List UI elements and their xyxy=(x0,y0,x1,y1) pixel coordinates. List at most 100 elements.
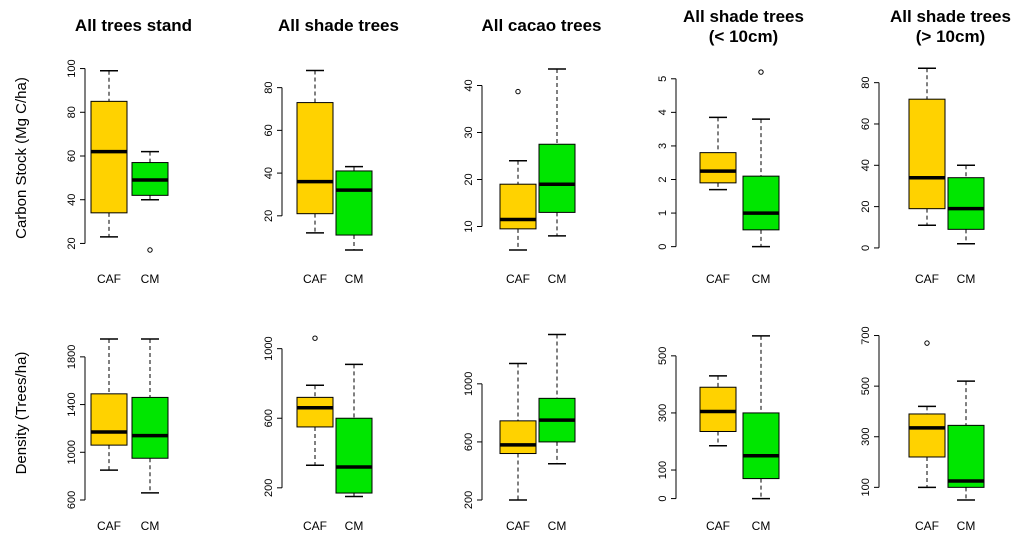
panel-title-line: All shade trees xyxy=(890,7,1011,26)
category-label-cm: CM xyxy=(752,272,771,286)
box-iqr xyxy=(90,100,128,214)
category-label-caf: CAF xyxy=(506,272,530,286)
y-tick-label: 60 xyxy=(263,124,275,136)
category-label-cm: CM xyxy=(752,519,771,533)
box-caf xyxy=(908,340,946,489)
box-iqr xyxy=(296,396,334,428)
category-label-caf: CAF xyxy=(915,272,939,286)
category-label-cm: CM xyxy=(957,272,976,286)
category-label-cm: CM xyxy=(345,272,364,286)
box-iqr xyxy=(499,420,537,455)
box-iqr xyxy=(538,143,576,213)
panel-3: All cacao trees 10 20 30 40 CAF CM xyxy=(463,16,602,286)
y-tick-label: 2 xyxy=(657,176,669,182)
panel-title-line: All trees stand xyxy=(75,16,192,35)
box-cm xyxy=(742,69,780,248)
y-tick-label: 100 xyxy=(860,478,872,496)
y-tick-label: 1000 xyxy=(263,336,275,360)
box-iqr xyxy=(296,102,334,215)
category-label-caf: CAF xyxy=(97,519,121,533)
category-label-caf: CAF xyxy=(506,519,530,533)
box-iqr xyxy=(908,413,946,458)
y-tick-label: 10 xyxy=(463,220,475,232)
row-label-density: Density (Trees/ha) xyxy=(13,352,30,475)
panel-title-line: All shade trees xyxy=(278,16,399,35)
box-iqr xyxy=(699,152,737,184)
panel-title-line: (> 10cm) xyxy=(916,27,985,46)
box-iqr xyxy=(699,386,737,432)
box-caf xyxy=(499,88,537,251)
y-tick-label: 20 xyxy=(263,210,275,222)
box-iqr xyxy=(947,177,985,230)
box-iqr xyxy=(499,183,537,230)
panel-title-line: (< 10cm) xyxy=(709,27,778,46)
box-caf xyxy=(699,375,737,447)
panel-title-line: All shade trees xyxy=(683,7,804,26)
y-tick-label: 1000 xyxy=(463,372,475,396)
box-iqr xyxy=(742,412,780,480)
y-tick-label: 300 xyxy=(860,428,872,446)
y-tick-label: 60 xyxy=(66,150,78,162)
y-tick-label: 60 xyxy=(860,118,872,130)
box-cm xyxy=(538,68,576,237)
category-label-caf: CAF xyxy=(97,272,121,286)
y-tick-label: 600 xyxy=(66,491,78,509)
box-cm xyxy=(335,363,373,498)
y-tick-label: 500 xyxy=(657,347,669,365)
panel-6: 600 1000 1400 1800 CAF CM xyxy=(66,338,169,533)
box-caf xyxy=(90,69,128,238)
outlier-point xyxy=(312,335,318,341)
y-tick-label: 600 xyxy=(463,433,475,451)
outlier-point xyxy=(147,247,153,253)
box-iqr xyxy=(131,396,169,459)
y-tick-label: 600 xyxy=(263,409,275,427)
y-tick-label: 200 xyxy=(263,479,275,497)
box-caf xyxy=(90,338,128,471)
box-cm xyxy=(947,164,985,245)
y-tick-label: 80 xyxy=(263,82,275,94)
box-cm xyxy=(538,333,576,465)
y-tick-label: 0 xyxy=(657,496,669,502)
y-tick-label: 0 xyxy=(657,244,669,250)
panel-1: All trees stand 20 40 60 80 100 CAF CM xyxy=(66,16,192,286)
y-tick-label: 1000 xyxy=(66,440,78,464)
y-tick-label: 700 xyxy=(860,326,872,344)
box-cm xyxy=(742,335,780,500)
category-label-caf: CAF xyxy=(303,519,327,533)
box-caf xyxy=(499,362,537,501)
category-label-caf: CAF xyxy=(303,272,327,286)
box-cm xyxy=(131,338,169,494)
y-tick-label: 40 xyxy=(263,167,275,179)
box-cm xyxy=(947,380,985,501)
panel-9: 0 100 300 500 CAF CM xyxy=(657,335,780,533)
y-tick-label: 30 xyxy=(463,126,475,138)
box-caf xyxy=(699,116,737,191)
y-tick-label: 20 xyxy=(463,173,475,185)
panel-7: 200 600 1000 CAF CM xyxy=(263,335,373,533)
box-caf xyxy=(908,67,946,226)
panel-title: All trees stand xyxy=(75,16,192,35)
category-label-caf: CAF xyxy=(706,519,730,533)
y-tick-label: 40 xyxy=(463,79,475,91)
panel-2: All shade trees 20 40 60 80 CAF CM xyxy=(263,16,399,286)
box-caf xyxy=(296,69,334,234)
panel-title-line: All cacao trees xyxy=(481,16,601,35)
panel-5: All shade trees (> 10cm) 0 20 40 60 80 CAF CM xyxy=(860,7,1011,286)
y-tick-label: 4 xyxy=(657,109,669,115)
box-iqr xyxy=(908,98,946,210)
y-tick-label: 3 xyxy=(657,143,669,149)
y-tick-label: 80 xyxy=(66,106,78,118)
outlier-point xyxy=(515,88,521,95)
y-tick-label: 1800 xyxy=(66,345,78,369)
y-tick-label: 200 xyxy=(463,491,475,509)
category-label-cm: CM xyxy=(548,272,567,286)
panel-title: All shade trees xyxy=(278,16,399,35)
panel-title: All shade trees (> 10cm) xyxy=(890,7,1011,46)
box-cm xyxy=(335,165,373,251)
y-tick-label: 100 xyxy=(657,461,669,479)
category-label-cm: CM xyxy=(957,519,976,533)
outlier-point xyxy=(758,69,764,75)
category-label-cm: CM xyxy=(141,272,160,286)
y-tick-label: 40 xyxy=(66,194,78,206)
